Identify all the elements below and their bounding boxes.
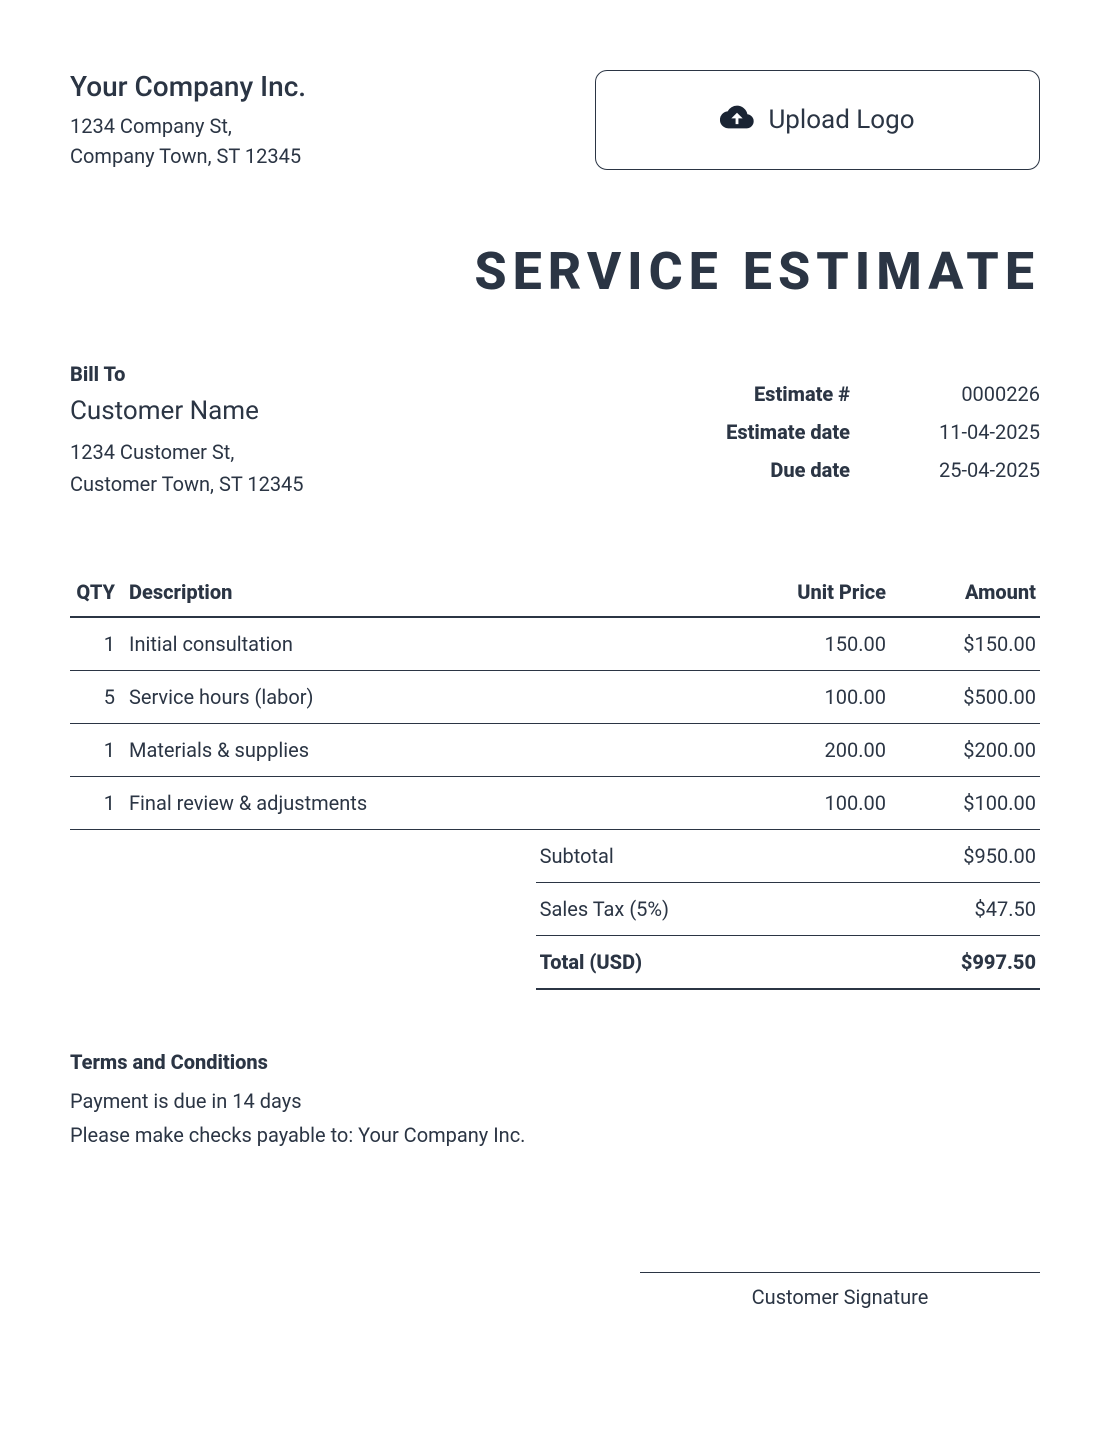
item-description: Initial consultation [125,617,690,671]
col-qty: QTY [70,570,125,617]
subtotal-value: $950.00 [963,844,1036,868]
item-qty: 1 [70,777,125,830]
table-row: 1Final review & adjustments100.00$100.00 [70,777,1040,830]
customer-address-line2: Customer Town, ST 12345 [70,468,726,500]
tax-value: $47.50 [975,897,1036,921]
tax-label: Sales Tax (5%) [540,897,669,921]
table-row: 1Initial consultation150.00$150.00 [70,617,1040,671]
bill-to-label: Bill To [70,362,726,386]
item-amount: $150.00 [890,617,1040,671]
item-description: Final review & adjustments [125,777,690,830]
item-amount: $200.00 [890,724,1040,777]
col-description: Description [125,570,690,617]
terms-line1: Payment is due in 14 days [70,1084,1040,1118]
item-amount: $100.00 [890,777,1040,830]
company-address-line1: 1234 Company St, [70,111,565,141]
customer-name: Customer Name [70,396,726,426]
document-title: SERVICE ESTIMATE [70,241,1040,302]
item-description: Service hours (labor) [125,671,690,724]
item-qty: 1 [70,724,125,777]
estimate-number-label: Estimate # [726,382,850,406]
estimate-date-value: 11-04-2025 [910,420,1040,444]
signature-label: Customer Signature [752,1285,929,1309]
totals-block: Subtotal $950.00 Sales Tax (5%) $47.50 T… [536,830,1040,990]
item-unit-price: 100.00 [690,671,890,724]
due-date-label: Due date [726,458,850,482]
signature-line: Customer Signature [640,1272,1040,1309]
item-unit-price: 200.00 [690,724,890,777]
upload-logo-button[interactable]: Upload Logo [595,70,1040,170]
bill-to-block: Bill To Customer Name 1234 Customer St, … [70,362,726,500]
total-value: $997.50 [961,950,1036,974]
item-qty: 5 [70,671,125,724]
col-amount: Amount [890,570,1040,617]
line-items-table: QTY Description Unit Price Amount 1Initi… [70,570,1040,830]
col-unit-price: Unit Price [690,570,890,617]
company-block: Your Company Inc. 1234 Company St, Compa… [70,70,565,171]
item-unit-price: 150.00 [690,617,890,671]
estimate-meta: Estimate # 0000226 Estimate date 11-04-2… [726,362,1040,482]
table-row: 5Service hours (labor)100.00$500.00 [70,671,1040,724]
total-label: Total (USD) [540,950,642,974]
estimate-date-label: Estimate date [726,420,850,444]
table-row: 1Materials & supplies200.00$200.00 [70,724,1040,777]
terms-block: Terms and Conditions Payment is due in 1… [70,1050,1040,1152]
upload-logo-label: Upload Logo [768,105,914,135]
terms-line2: Please make checks payable to: Your Comp… [70,1118,1040,1152]
subtotal-label: Subtotal [540,844,614,868]
item-qty: 1 [70,617,125,671]
company-name: Your Company Inc. [70,70,565,103]
due-date-value: 25-04-2025 [910,458,1040,482]
item-unit-price: 100.00 [690,777,890,830]
item-amount: $500.00 [890,671,1040,724]
terms-label: Terms and Conditions [70,1050,1040,1074]
estimate-number-value: 0000226 [910,382,1040,406]
company-address-line2: Company Town, ST 12345 [70,141,565,171]
customer-address-line1: 1234 Customer St, [70,436,726,468]
cloud-upload-icon [720,100,754,141]
item-description: Materials & supplies [125,724,690,777]
